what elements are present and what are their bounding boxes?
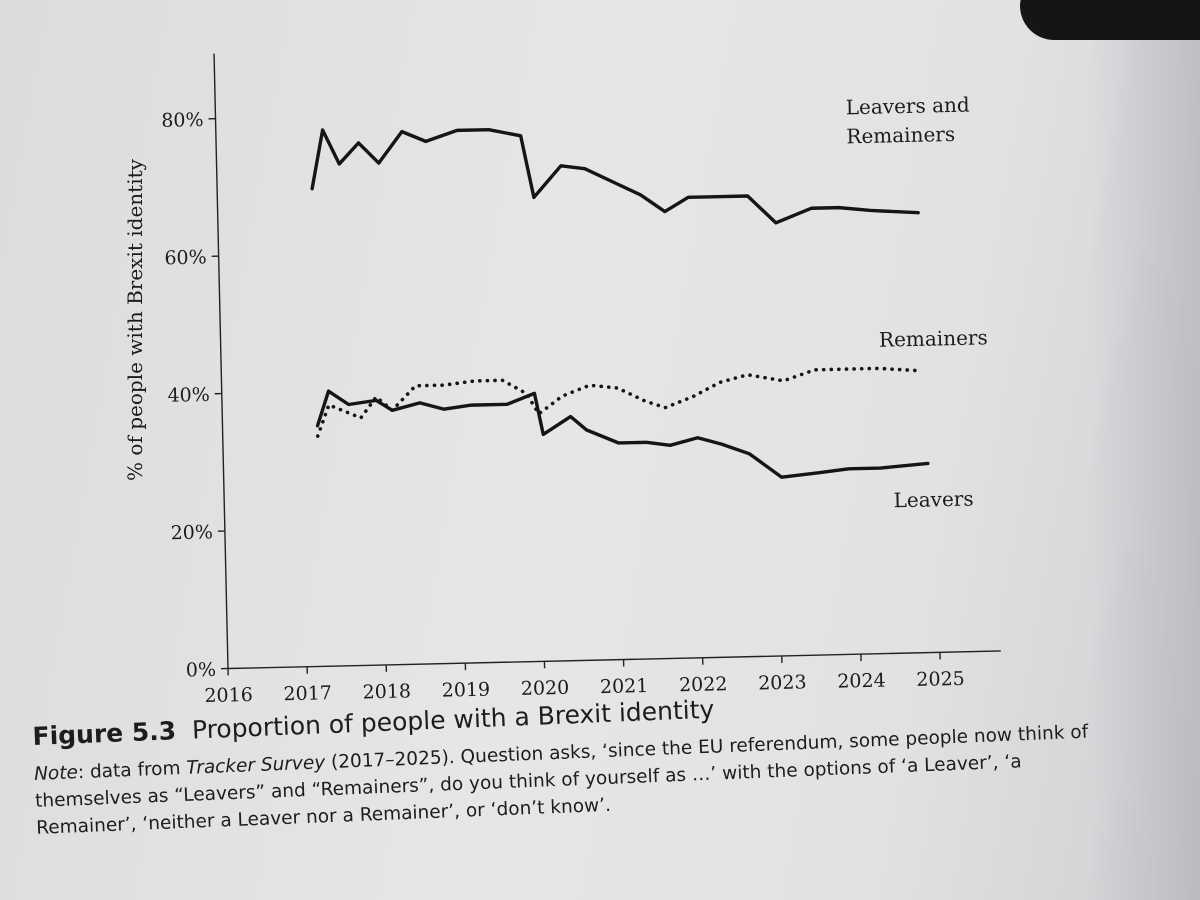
series-line-1 — [310, 127, 920, 225]
page-edge-shadow — [1090, 0, 1200, 900]
figure-number: Figure 5.3 — [32, 716, 177, 751]
series-layer — [310, 127, 930, 479]
y-tick-label: 60% — [164, 246, 207, 269]
y-tick-label: 0% — [186, 659, 217, 682]
y-tick-label: 20% — [170, 521, 213, 544]
series-labels: Leavers andRemainers Remainers Leavers — [845, 93, 988, 513]
series-line-2 — [315, 366, 924, 438]
x-tick-label: 2024 — [837, 670, 886, 693]
x-tick-label: 2021 — [600, 675, 649, 698]
y-tick-label: 40% — [167, 384, 210, 407]
note-source: Tracker Survey — [185, 752, 326, 779]
x-tick-label: 2017 — [283, 682, 332, 705]
x-axis — [227, 650, 1001, 670]
y-tick-label: 80% — [161, 109, 204, 132]
x-tick-label: 2018 — [362, 680, 411, 703]
x-ticks: 2016 2017 2018 2019 2020 2021 2022 2023 2024 2025 — [204, 652, 965, 707]
x-tick-label: 2022 — [679, 673, 728, 696]
x-tick-label: 2025 — [916, 668, 965, 691]
x-tick-label: 2019 — [442, 679, 491, 702]
x-tick-label: 2020 — [521, 677, 570, 700]
note-label: Note — [33, 762, 79, 785]
brexit-identity-line-chart: 0%20%40%60%80% 2016 2017 2018 2019 2020 2021 2… — [123, 53, 1001, 707]
series-label-1: Leavers andRemainers — [845, 93, 970, 149]
series-line-3 — [315, 389, 930, 479]
x-tick-label: 2023 — [758, 671, 807, 694]
x-tick-label: 2016 — [204, 684, 253, 707]
series-label-3: Leavers — [893, 486, 974, 512]
note-intro: : data from — [77, 757, 187, 784]
series-label-2: Remainers — [879, 325, 988, 351]
y-ticks: 0% 20% 40% 60% 80% — [161, 109, 229, 682]
y-axis-label: % of people with Brexit identity — [123, 158, 147, 481]
finger-shadow — [1020, 0, 1200, 40]
y-axis — [213, 53, 229, 669]
